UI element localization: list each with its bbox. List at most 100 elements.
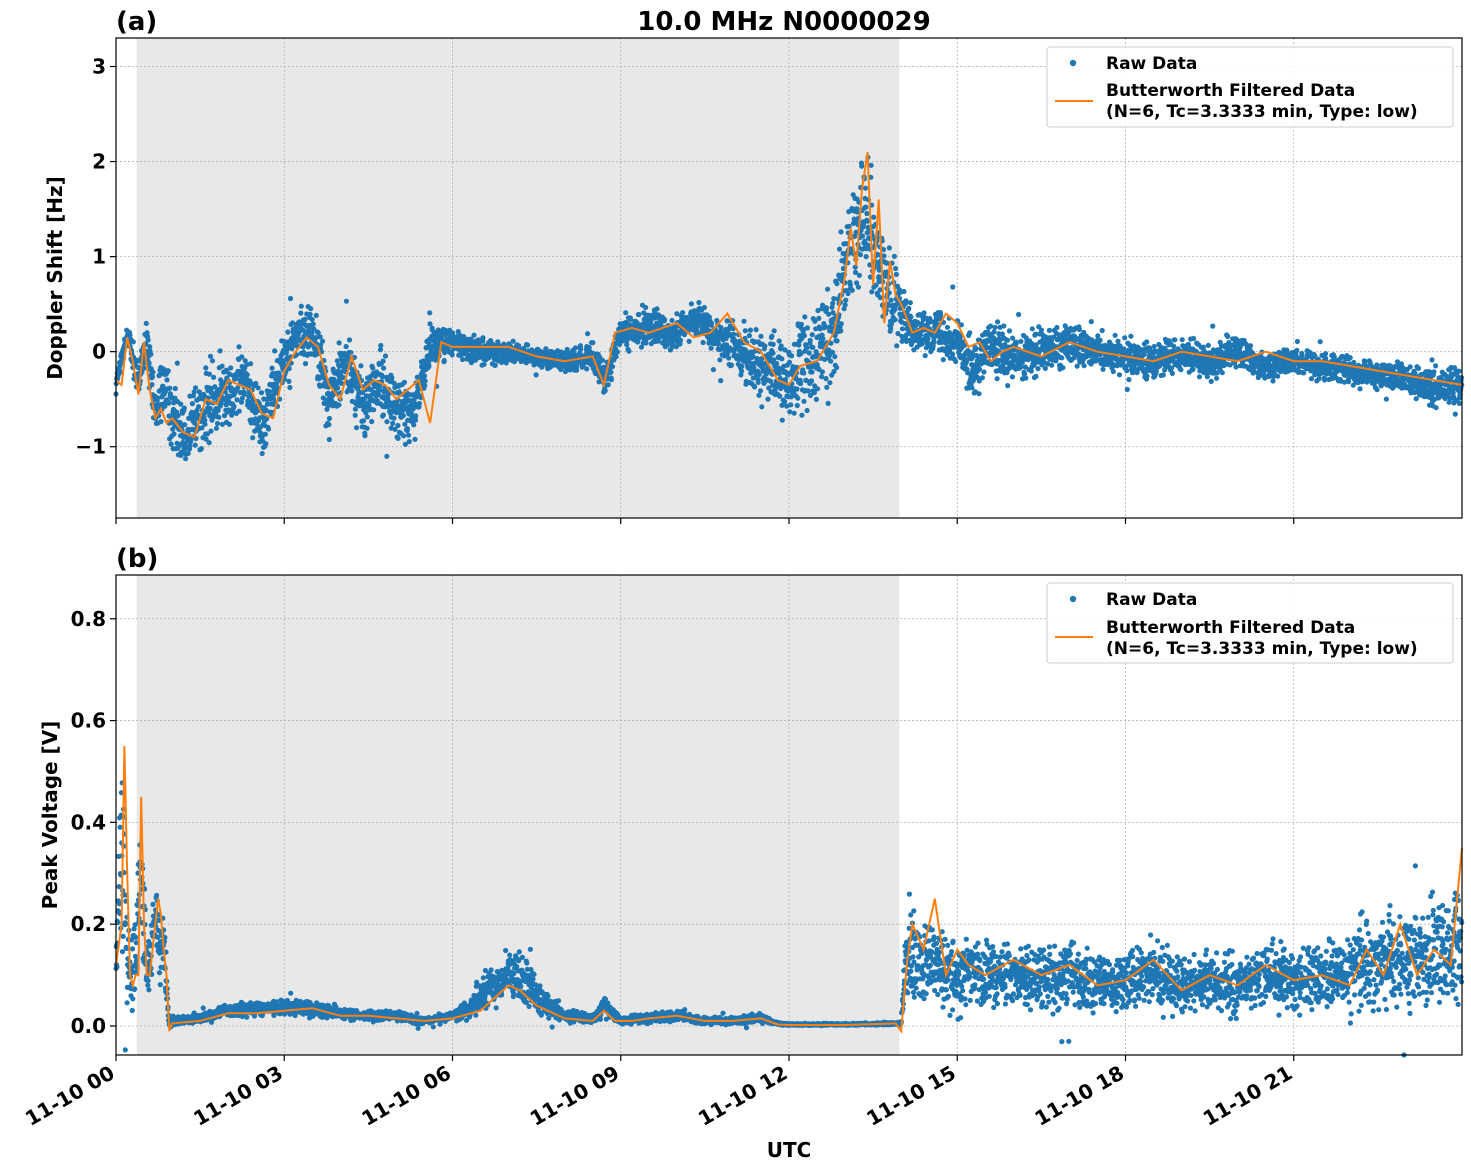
raw-data-point: [731, 331, 737, 337]
raw-data-point: [405, 432, 412, 438]
raw-data-point: [309, 330, 315, 336]
raw-data-point: [191, 389, 197, 395]
raw-data-point: [787, 409, 793, 415]
raw-data-point: [525, 342, 531, 348]
raw-data-point: [788, 402, 794, 408]
raw-data-point: [871, 214, 877, 220]
raw-data-point: [1121, 346, 1127, 352]
raw-data-point: [1009, 374, 1016, 380]
raw-data-point: [838, 229, 844, 235]
raw-data-point: [894, 343, 900, 349]
raw-data-point: [221, 413, 228, 419]
raw-data-point: [608, 369, 614, 375]
raw-data-point: [798, 321, 805, 327]
raw-data-point: [315, 330, 321, 336]
raw-data-point: [1033, 373, 1039, 379]
raw-data-point: [287, 384, 293, 391]
raw-data-point: [590, 340, 596, 346]
raw-data-point: [830, 300, 836, 306]
raw-data-point: [828, 358, 834, 364]
raw-data-point: [185, 450, 191, 456]
raw-data-point: [886, 245, 893, 251]
raw-data-point: [281, 338, 287, 345]
raw-data-point: [1179, 337, 1185, 343]
raw-data-point: [320, 338, 326, 344]
raw-data-point: [770, 350, 776, 356]
raw-data-point: [334, 358, 340, 364]
raw-data-point: [358, 363, 364, 369]
raw-data-point: [643, 304, 649, 311]
raw-data-point: [168, 441, 174, 447]
raw-data-point: [1351, 359, 1357, 366]
raw-data-point: [381, 365, 387, 371]
raw-data-point: [804, 345, 810, 351]
raw-data-point: [384, 419, 390, 425]
raw-data-point: [384, 453, 390, 459]
raw-data-point: [368, 387, 374, 393]
raw-data-point: [273, 381, 280, 387]
raw-data-point: [979, 375, 986, 381]
raw-data-point: [1001, 323, 1007, 329]
raw-data-point: [471, 332, 477, 338]
raw-data-point: [208, 428, 214, 434]
raw-data-point: [762, 343, 768, 349]
raw-data-point: [728, 362, 735, 368]
raw-data-point: [422, 382, 428, 388]
raw-data-point: [481, 361, 487, 367]
raw-data-point: [165, 368, 171, 374]
raw-data-point: [211, 374, 217, 380]
raw-data-point: [360, 418, 367, 424]
raw-data-point: [1374, 387, 1380, 393]
raw-data-point: [717, 357, 723, 363]
raw-data-point: [862, 185, 869, 191]
raw-data-point: [1005, 383, 1011, 389]
raw-data-point: [888, 297, 894, 303]
raw-data-point: [265, 426, 272, 432]
raw-data-point: [272, 348, 278, 354]
raw-data-point: [864, 218, 871, 224]
raw-data-point: [758, 333, 764, 339]
raw-data-point: [1116, 372, 1123, 378]
raw-data-point: [1191, 335, 1197, 342]
raw-data-point: [492, 362, 498, 368]
raw-data-point: [411, 422, 417, 428]
raw-data-point: [426, 363, 432, 370]
raw-data-point: [189, 401, 195, 407]
raw-data-point: [146, 360, 152, 366]
raw-data-point: [1219, 370, 1225, 376]
raw-data-point: [891, 253, 898, 259]
panel-a-label: (a): [116, 7, 157, 37]
raw-data-point: [834, 364, 840, 371]
raw-data-point: [215, 407, 221, 413]
raw-data-point: [141, 365, 147, 371]
raw-data-point: [1054, 324, 1060, 331]
raw-data-point: [686, 338, 692, 344]
raw-data-point: [162, 403, 168, 409]
raw-data-point: [202, 417, 208, 423]
raw-data-point: [808, 378, 815, 384]
raw-data-point: [739, 368, 745, 374]
raw-data-point: [845, 290, 851, 297]
raw-data-point: [371, 407, 377, 413]
raw-data-point: [391, 415, 397, 421]
raw-data-point: [1144, 373, 1150, 379]
raw-data-point: [192, 385, 199, 391]
raw-data-point: [806, 350, 812, 356]
raw-data-point: [906, 305, 912, 311]
raw-data-point: [363, 410, 369, 416]
raw-data-point: [973, 346, 979, 352]
raw-data-point: [360, 389, 366, 395]
raw-data-point: [510, 338, 516, 344]
raw-data-point: [310, 321, 316, 327]
raw-data-point: [854, 209, 860, 215]
raw-data-point: [317, 334, 323, 340]
raw-data-point: [326, 415, 333, 422]
raw-data-point: [1059, 355, 1065, 361]
raw-data-point: [976, 391, 982, 397]
raw-data-point: [802, 314, 808, 320]
raw-data-point: [1016, 311, 1022, 318]
raw-data-point: [1099, 327, 1105, 334]
raw-data-point: [167, 385, 173, 391]
raw-data-point: [823, 376, 829, 382]
